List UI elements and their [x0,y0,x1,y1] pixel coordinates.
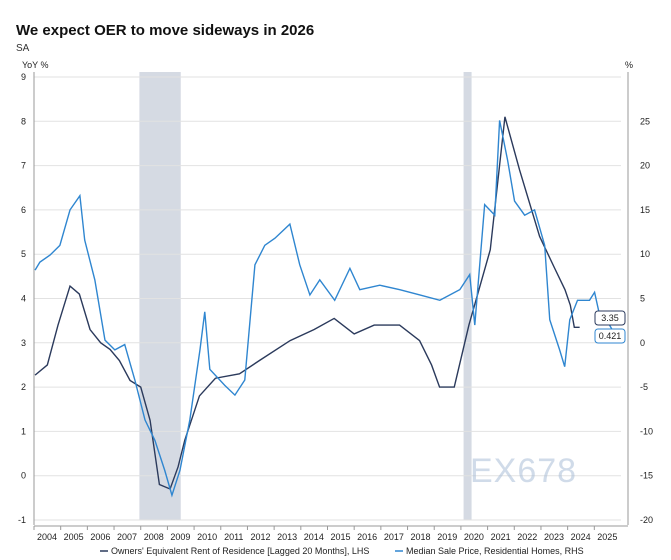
left-axis-label: YoY % [22,60,49,70]
x-tick-label: 2019 [437,532,457,542]
legend-label: Owners' Equivalent Rent of Residence [La… [111,546,369,556]
x-tick-label: 2015 [330,532,350,542]
series-line-0 [34,116,580,490]
x-tick-label: 2013 [277,532,297,542]
series-line-1 [34,120,619,498]
left-tick-label: 5 [21,249,26,259]
last-value-label: 3.35 [601,313,619,323]
right-tick-label: -5 [640,382,648,392]
recession-band [463,72,472,520]
x-tick-label: 2006 [90,532,110,542]
x-tick-label: 2020 [464,532,484,542]
right-tick-label: -15 [640,471,653,481]
x-tick-label: 2025 [597,532,617,542]
left-tick-label: 4 [21,294,26,304]
right-tick-label: -20 [640,515,653,525]
last-value-box [594,328,626,344]
left-tick-label: 8 [21,116,26,126]
left-tick-label: 6 [21,205,26,215]
right-tick-label: 10 [640,249,650,259]
x-tick-label: 2010 [197,532,217,542]
right-tick-label: -10 [640,426,653,436]
x-tick-label: 2011 [224,532,243,542]
chart-title: We expect OER to move sideways in 2026 [16,22,315,39]
x-tick-label: 2016 [357,532,377,542]
right-tick-label: 20 [640,161,650,171]
x-tick-label: 2014 [304,532,324,542]
left-tick-label: 9 [21,72,26,82]
x-tick-label: 2007 [117,532,137,542]
left-tick-label: 7 [21,161,26,171]
x-tick-label: 2008 [144,532,164,542]
left-tick-label: 3 [21,338,26,348]
x-tick-label: 2024 [571,532,591,542]
right-tick-label: 0 [640,338,645,348]
last-value-label: 0.421 [599,331,622,341]
left-tick-label: 0 [21,471,26,481]
chart-subtitle: SA [16,43,30,54]
right-tick-label: 15 [640,205,650,215]
right-tick-label: 5 [640,294,645,304]
last-value-box [594,310,626,326]
left-tick-label: 1 [21,426,26,436]
legend-label: Median Sale Price, Residential Homes, RH… [406,546,584,556]
x-tick-label: 2012 [250,532,270,542]
watermark: EX678 [470,452,578,490]
x-tick-label: 2017 [384,532,404,542]
left-tick-label: 2 [21,382,26,392]
x-tick-label: 2021 [491,532,511,542]
right-axis-label: % [625,60,633,70]
left-tick-label: -1 [18,515,26,525]
x-tick-label: 2018 [411,532,431,542]
x-tick-label: 2022 [517,532,537,542]
x-tick-label: 2009 [170,532,190,542]
x-tick-label: 2023 [544,532,564,542]
x-tick-label: 2004 [37,532,57,542]
recession-band [139,72,181,520]
x-tick-label: 2005 [64,532,84,542]
right-tick-label: 25 [640,116,650,126]
